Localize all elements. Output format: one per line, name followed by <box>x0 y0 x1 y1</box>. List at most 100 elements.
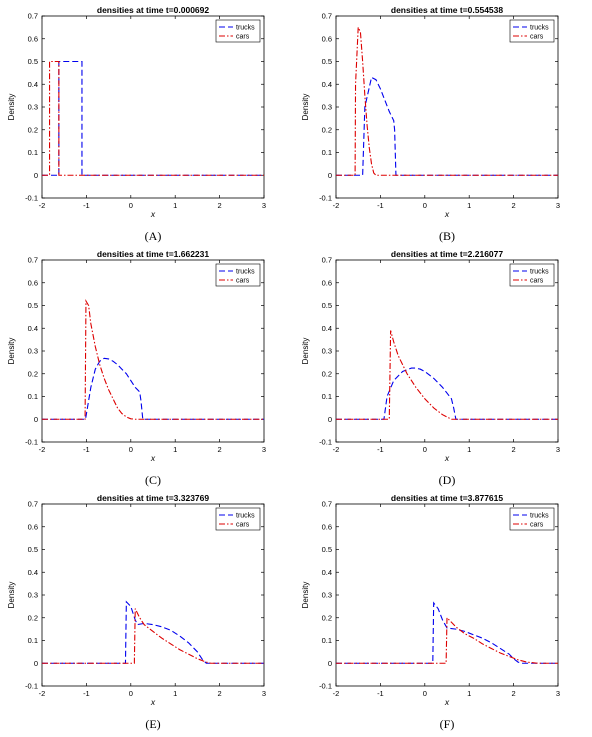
y-tick-label: 0.6 <box>28 34 38 43</box>
y-tick-label: 0.1 <box>28 148 38 157</box>
panel-caption: (C) <box>145 473 161 487</box>
y-tick-label: 0.1 <box>322 636 332 645</box>
y-tick-label: -0.1 <box>25 438 38 447</box>
y-tick-label: 0.7 <box>28 500 38 509</box>
legend: trucks cars <box>509 263 555 287</box>
chart-svg: densities at time t=0.000692 -0.1 0 0.1 0.2 0… <box>7 5 266 219</box>
x-tick-label: 3 <box>556 201 560 210</box>
chart-svg: densities at time t=3.323769 -0.1 0 0.1 0.2 0… <box>7 493 266 707</box>
x-tick-label: 0 <box>423 201 427 210</box>
y-tick-label: 0.3 <box>322 347 332 356</box>
y-tick-label: 0.6 <box>322 34 332 43</box>
legend-label-trucks: trucks <box>236 513 255 520</box>
y-tick-label: 0.1 <box>28 392 38 401</box>
legend-label-cars: cars <box>530 278 544 285</box>
panel-caption: (A) <box>144 229 162 243</box>
y-tick-label: 0.1 <box>322 392 332 401</box>
y-axis-label: Density <box>7 94 16 121</box>
y-tick-label: 0 <box>34 659 38 668</box>
legend-label-cars: cars <box>236 522 250 529</box>
y-tick-label: 0 <box>34 171 38 180</box>
x-axis-label: x <box>150 209 156 218</box>
legend-label-trucks: trucks <box>530 513 549 520</box>
y-tick-label: 0 <box>34 415 38 424</box>
y-tick-label: 0.7 <box>28 256 38 265</box>
y-tick-label: 0.3 <box>28 347 38 356</box>
y-tick-label: 0.1 <box>322 148 332 157</box>
chart-title: densities at time t=2.216077 <box>391 249 503 259</box>
panel-caption: (E) <box>145 717 161 731</box>
x-tick-label: -1 <box>83 689 90 698</box>
y-tick-label: 0.7 <box>322 12 332 21</box>
chart-title: densities at time t=0.000692 <box>97 5 209 15</box>
y-tick-label: 0.4 <box>28 568 38 577</box>
legend: trucks cars <box>215 507 261 531</box>
x-tick-label: 3 <box>262 201 266 210</box>
x-tick-label: 1 <box>467 201 471 210</box>
x-tick-label: 0 <box>423 689 427 698</box>
chart-panel: densities at time t=0.554538 -0.1 0 0.1 0.2 0… <box>296 2 572 223</box>
y-tick-label: 0.2 <box>322 369 332 378</box>
x-tick-label: -2 <box>39 201 46 210</box>
legend: trucks cars <box>509 507 555 531</box>
y-tick-label: 0.6 <box>322 522 332 531</box>
series-line-cars <box>42 608 264 664</box>
x-tick-label: 2 <box>512 689 516 698</box>
x-tick-label: -1 <box>83 445 90 454</box>
y-tick-label: 0.4 <box>28 80 38 89</box>
y-tick-label: 0.1 <box>28 636 38 645</box>
panel-caption: (B) <box>439 229 455 243</box>
x-tick-label: -2 <box>39 689 46 698</box>
series-line-trucks <box>336 601 558 664</box>
x-tick-label: 1 <box>173 201 177 210</box>
y-tick-label: 0.3 <box>322 103 332 112</box>
y-tick-label: 0.7 <box>28 12 38 21</box>
y-tick-label: -0.1 <box>319 438 332 447</box>
series-line-trucks <box>42 357 264 420</box>
series-line-cars <box>42 60 264 176</box>
series-line-cars <box>336 616 558 664</box>
x-tick-label: -1 <box>377 445 384 454</box>
y-axis-label: Density <box>7 582 16 609</box>
x-tick-label: -2 <box>333 201 340 210</box>
y-tick-label: 0.3 <box>322 591 332 600</box>
y-axis-label: Density <box>301 338 310 365</box>
y-tick-label: 0.2 <box>322 125 332 134</box>
y-tick-label: -0.1 <box>25 682 38 691</box>
y-tick-label: 0.6 <box>28 278 38 287</box>
y-tick-label: 0.4 <box>322 568 332 577</box>
x-tick-label: 3 <box>556 689 560 698</box>
y-tick-label: 0.5 <box>28 545 38 554</box>
x-tick-label: 2 <box>218 689 222 698</box>
y-axis-label: Density <box>301 582 310 609</box>
chart-panel: densities at time t=0.000692 -0.1 0 0.1 0.2 0… <box>2 2 278 223</box>
chart-title: densities at time t=3.877615 <box>391 493 503 503</box>
y-axis-label: Density <box>7 338 16 365</box>
y-tick-label: 0.7 <box>322 256 332 265</box>
x-tick-label: 2 <box>512 201 516 210</box>
y-tick-label: 0.3 <box>28 103 38 112</box>
chart-panel: densities at time t=3.323769 -0.1 0 0.1 0.2 0… <box>2 490 278 711</box>
chart-svg: densities at time t=3.877615 -0.1 0 0.1 0.2 0… <box>301 493 560 707</box>
x-tick-label: 3 <box>262 689 266 698</box>
x-tick-label: -2 <box>333 689 340 698</box>
chart-panel: densities at time t=1.662231 -0.1 0 0.1 0.2 0… <box>2 246 278 467</box>
y-tick-label: -0.1 <box>319 194 332 203</box>
y-tick-label: 0.2 <box>28 369 38 378</box>
axes-box <box>41 259 265 443</box>
y-tick-label: 0 <box>328 659 332 668</box>
legend: trucks cars <box>215 19 261 43</box>
x-axis-label: x <box>444 697 450 706</box>
panel-caption: (F) <box>439 717 455 731</box>
x-tick-label: -1 <box>83 201 90 210</box>
legend-label-trucks: trucks <box>236 25 255 32</box>
x-tick-label: 0 <box>129 689 133 698</box>
x-tick-label: 2 <box>512 445 516 454</box>
axes-box <box>335 259 559 443</box>
chart-title: densities at time t=3.323769 <box>97 493 209 503</box>
x-axis-label: x <box>150 453 156 462</box>
legend-label-cars: cars <box>530 34 544 41</box>
x-tick-label: 3 <box>556 445 560 454</box>
y-tick-label: -0.1 <box>319 682 332 691</box>
y-tick-label: 0.6 <box>322 278 332 287</box>
